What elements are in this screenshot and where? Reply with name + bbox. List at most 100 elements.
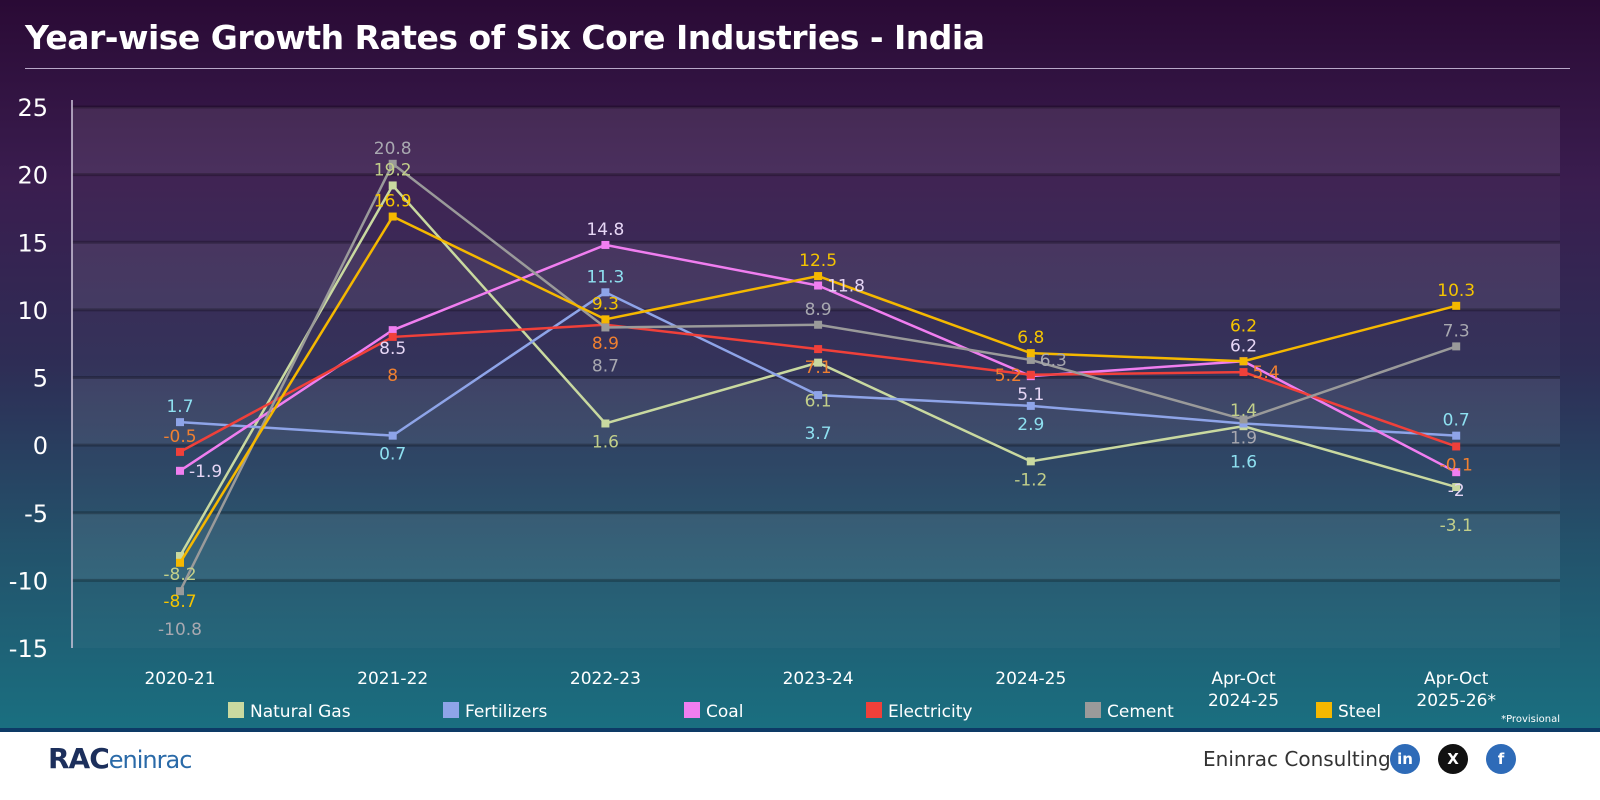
data-point [176, 552, 184, 561]
data-label: -0.1 [1440, 455, 1473, 475]
data-label: 1.7 [166, 397, 193, 417]
data-label: -1.2 [1014, 470, 1047, 490]
data-label: 0.7 [379, 445, 406, 465]
data-label: 7.1 [805, 358, 832, 378]
data-label: 5.1 [1017, 385, 1044, 405]
data-label: 8.9 [805, 300, 832, 320]
y-tick-label: 25 [17, 94, 48, 122]
grid-band [72, 512, 1560, 581]
x-tick-label: 2022-23 [570, 669, 641, 689]
data-label: 2.9 [1017, 415, 1044, 435]
legend-label: Cement [1107, 702, 1174, 722]
data-point [1452, 342, 1461, 351]
data-label: 8.9 [592, 334, 619, 354]
data-point [1239, 415, 1248, 424]
data-point [1239, 357, 1248, 366]
data-point [601, 323, 610, 332]
x-tick-label: 2020-21 [144, 669, 215, 689]
legend-label: Natural Gas [250, 702, 351, 722]
x-icon[interactable]: X [1438, 744, 1468, 774]
y-tick-label: 10 [17, 297, 48, 325]
data-point [388, 431, 397, 440]
data-label: 6.2 [1230, 336, 1257, 356]
data-label: -8.7 [163, 592, 196, 612]
data-label: -3.1 [1440, 516, 1473, 536]
data-point [388, 181, 397, 190]
data-label: 0.7 [1443, 411, 1470, 431]
data-point [814, 358, 823, 367]
data-point [1239, 368, 1248, 377]
data-point [176, 558, 184, 567]
data-point [176, 466, 184, 475]
data-point [814, 272, 823, 281]
chart-title: Year-wise Growth Rates of Six Core Indus… [25, 18, 985, 57]
x-tick-label: 2024-25 [995, 669, 1066, 689]
data-label: -1.9 [189, 462, 222, 482]
x-tick-label: 2024-25 [1208, 691, 1279, 711]
data-label: 6.8 [1017, 328, 1044, 348]
data-point [814, 391, 823, 400]
facebook-icon[interactable]: f [1486, 744, 1516, 774]
data-point [1026, 349, 1035, 358]
y-tick-label: 20 [17, 162, 48, 190]
grid-band [72, 445, 1560, 513]
data-label: 6.1 [805, 392, 832, 412]
y-tick-label: 0 [33, 432, 48, 460]
data-point [814, 320, 823, 329]
data-label: -8.2 [163, 565, 196, 585]
data-label: 8 [387, 366, 398, 386]
data-label: -2 [1448, 481, 1465, 501]
grid-band [72, 175, 1560, 243]
data-point [1452, 301, 1461, 310]
y-tick-label: -10 [9, 567, 48, 595]
data-point [1026, 370, 1035, 379]
data-point [1026, 457, 1035, 466]
legend-swatch [1085, 702, 1101, 718]
data-label: 9.3 [592, 294, 619, 314]
data-point [1239, 419, 1248, 428]
data-label: 8.7 [592, 356, 619, 376]
data-label: 11.3 [586, 267, 624, 287]
data-label: 16.9 [374, 192, 412, 212]
data-label: 19.2 [374, 160, 412, 180]
title-divider [25, 68, 1570, 69]
data-label: 14.8 [586, 220, 624, 240]
grid-band [72, 580, 1560, 648]
legend-label: Fertilizers [465, 702, 548, 722]
data-label: 12.5 [799, 251, 837, 271]
data-label: 10.3 [1437, 281, 1475, 301]
data-label: 3.7 [805, 424, 832, 444]
data-point [601, 315, 610, 324]
legend-label: Coal [706, 702, 743, 722]
data-label: 6.2 [1230, 316, 1257, 336]
x-tick-label: Apr-Oct [1211, 669, 1276, 689]
legend-label: Electricity [888, 702, 972, 722]
data-point [814, 345, 823, 354]
data-label: 11.8 [827, 277, 865, 297]
y-tick-label: 5 [33, 365, 48, 393]
linkedin-icon[interactable]: in [1390, 744, 1420, 774]
data-label: 5.2 [995, 366, 1022, 386]
data-label: 1.6 [1230, 452, 1257, 472]
data-label: 5.4 [1253, 363, 1280, 383]
data-point [601, 419, 610, 428]
data-point [601, 240, 610, 249]
data-point [1026, 355, 1035, 364]
legend-label: Steel [1338, 702, 1381, 722]
data-point [601, 288, 610, 297]
data-point [1452, 468, 1461, 477]
y-tick-label: 15 [17, 229, 48, 257]
x-tick-label: Apr-Oct [1424, 669, 1489, 689]
legend-swatch [1316, 702, 1332, 718]
line-chart: 25 20 15 10 5 0 -5 -10 -15 2020-21 2021-22 2022-23 2… [9, 94, 1560, 722]
footnote: *Provisional [1501, 714, 1560, 725]
x-tick-label: 2021-22 [357, 669, 428, 689]
data-label: 1.4 [1230, 401, 1257, 421]
data-label: 6.3 [1040, 351, 1067, 371]
grid-band [72, 377, 1560, 446]
data-point [1026, 401, 1035, 410]
data-point [176, 447, 184, 456]
data-point [388, 326, 397, 335]
legend-swatch [866, 702, 882, 718]
data-label: 7.3 [1443, 321, 1470, 341]
